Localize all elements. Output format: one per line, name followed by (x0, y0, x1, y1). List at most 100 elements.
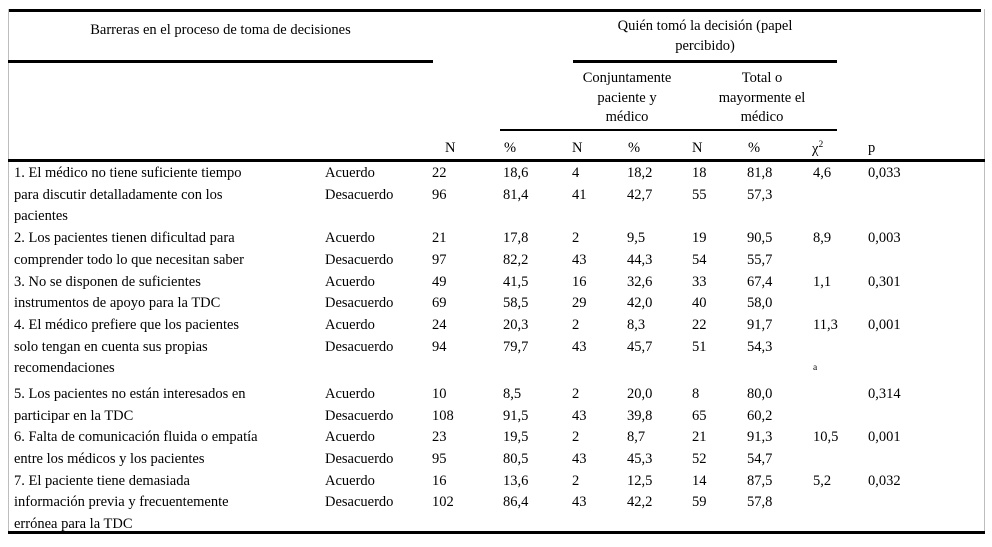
pct-doctor: 81,8 (747, 165, 773, 181)
p-value: 0,314 (868, 385, 901, 402)
right-edge-line (984, 9, 985, 534)
pct-total (503, 206, 572, 228)
pct-doctor: 80,0 (747, 385, 773, 402)
table-row: para discutir detalladamente con los Desa… (8, 185, 985, 207)
chi-value (813, 337, 868, 359)
pct-doctor: 60,2 (747, 407, 773, 424)
n-joint: 2 (572, 429, 580, 446)
stance-label: Desacuerdo (325, 494, 394, 511)
barrier-label: instrumentos de apoyo para la TDC (14, 295, 221, 312)
pct-total (503, 358, 572, 384)
pct-joint: 8,3 (627, 316, 646, 333)
table-body: 1. El médico no tiene suficiente tiempo A… (8, 163, 985, 536)
n-total (432, 358, 503, 384)
p-value (868, 492, 985, 514)
chi-value: a (813, 358, 868, 384)
p-value: 0,301 (868, 273, 901, 290)
chi-value (813, 384, 868, 406)
pct-doctor: 57,8 (747, 494, 773, 511)
subgroup-header-doctor: Total o mayormente el médico (718, 70, 806, 125)
n-total: 69 (432, 295, 447, 312)
n-total (432, 206, 503, 228)
n-doctor (692, 206, 747, 228)
stance-label (325, 514, 432, 536)
table-row: 7. El paciente tiene demasiada Acuerdo 16 1… (8, 471, 985, 493)
n-joint: 16 (572, 273, 587, 290)
pct-total: 82,2 (503, 251, 529, 268)
table-row: participar en la TDC Desacuerdo 108 91,5 43 3… (8, 406, 985, 428)
table-row: recomendaciones a (8, 358, 985, 384)
column-header-rule (8, 159, 985, 162)
p-value (868, 449, 985, 471)
p-value (868, 406, 985, 428)
stance-label: Desacuerdo (325, 407, 394, 424)
barrier-label: 2. Los pacientes tienen dificultad para (14, 230, 235, 247)
pct-joint: 12,5 (627, 472, 653, 489)
col-header-n-total: N (445, 140, 456, 156)
table-row: 2. Los pacientes tienen dificultad para A… (8, 228, 985, 250)
pct-total (503, 514, 572, 536)
table-row: errónea para la TDC (8, 514, 985, 536)
stance-label: Acuerdo (325, 273, 375, 290)
p-value: 0,033 (868, 165, 901, 181)
stance-label: Acuerdo (325, 385, 375, 402)
group-header-underline (573, 60, 837, 63)
p-value (868, 250, 985, 272)
chi-value (813, 492, 868, 514)
chi-value (813, 449, 868, 471)
table-row: pacientes (8, 206, 985, 228)
pct-joint: 32,6 (627, 273, 653, 290)
pct-joint: 42,2 (627, 494, 653, 511)
top-border-rule (8, 9, 981, 12)
table-row: 5. Los pacientes no están interesados en… (8, 384, 985, 406)
n-joint: 29 (572, 295, 587, 312)
pct-joint: 8,7 (627, 429, 646, 446)
pct-total: 91,5 (503, 407, 529, 424)
stance-label: Desacuerdo (325, 338, 394, 355)
n-doctor: 14 (692, 472, 707, 489)
pct-joint: 18,2 (627, 165, 653, 181)
barrier-label: comprender todo lo que necesitan saber (14, 251, 244, 268)
chi-value (813, 185, 868, 207)
pct-total: 19,5 (503, 429, 529, 446)
subgroup-header-underline (500, 129, 837, 131)
pct-joint: 45,7 (627, 338, 653, 355)
pct-doctor: 67,4 (747, 273, 773, 290)
chi-value: 11,3 (813, 316, 838, 333)
col-header-pct-joint: % (628, 140, 641, 156)
chi-value (813, 514, 868, 536)
n-joint: 43 (572, 450, 587, 467)
n-joint: 2 (572, 385, 580, 402)
chi-value (813, 406, 868, 428)
table-row: comprender todo lo que necesitan saber De… (8, 250, 985, 272)
pct-total: 86,4 (503, 494, 529, 511)
stance-label: Acuerdo (325, 429, 375, 446)
pct-joint: 44,3 (627, 251, 653, 268)
n-doctor: 8 (692, 385, 700, 402)
pct-joint: 9,5 (627, 230, 646, 247)
n-doctor: 51 (692, 338, 707, 355)
pct-total: 8,5 (503, 385, 522, 402)
p-value (868, 337, 985, 359)
pct-doctor (747, 206, 813, 228)
stance-label: Desacuerdo (325, 450, 394, 467)
barrier-label: 5. Los pacientes no están interesados en (14, 385, 246, 402)
barrier-label: 4. El médico prefiere que los pacientes (14, 316, 240, 333)
table-row: entre los médicos y los pacientes Desacue… (8, 449, 985, 471)
col-header-n-doctor: N (692, 140, 703, 156)
n-joint: 43 (572, 338, 587, 355)
pct-total: 58,5 (503, 295, 529, 312)
stance-label: Desacuerdo (325, 186, 394, 203)
barrier-label: pacientes (14, 208, 68, 225)
table-row: 3. No se disponen de suficientes Acuerdo 4… (8, 272, 985, 294)
barrier-label: 1. El médico no tiene suficiente tiempo (14, 165, 242, 181)
subgroup-header-joint: Conjuntamente paciente y médico (582, 70, 672, 125)
n-joint: 4 (572, 165, 580, 181)
n-total: 102 (432, 494, 454, 511)
stance-label: Acuerdo (325, 230, 375, 247)
n-doctor (692, 514, 747, 536)
n-total: 94 (432, 338, 447, 355)
p-value: 0,003 (868, 230, 901, 247)
barrier-label: para discutir detalladamente con los (14, 186, 223, 203)
pct-doctor: 58,0 (747, 295, 773, 312)
